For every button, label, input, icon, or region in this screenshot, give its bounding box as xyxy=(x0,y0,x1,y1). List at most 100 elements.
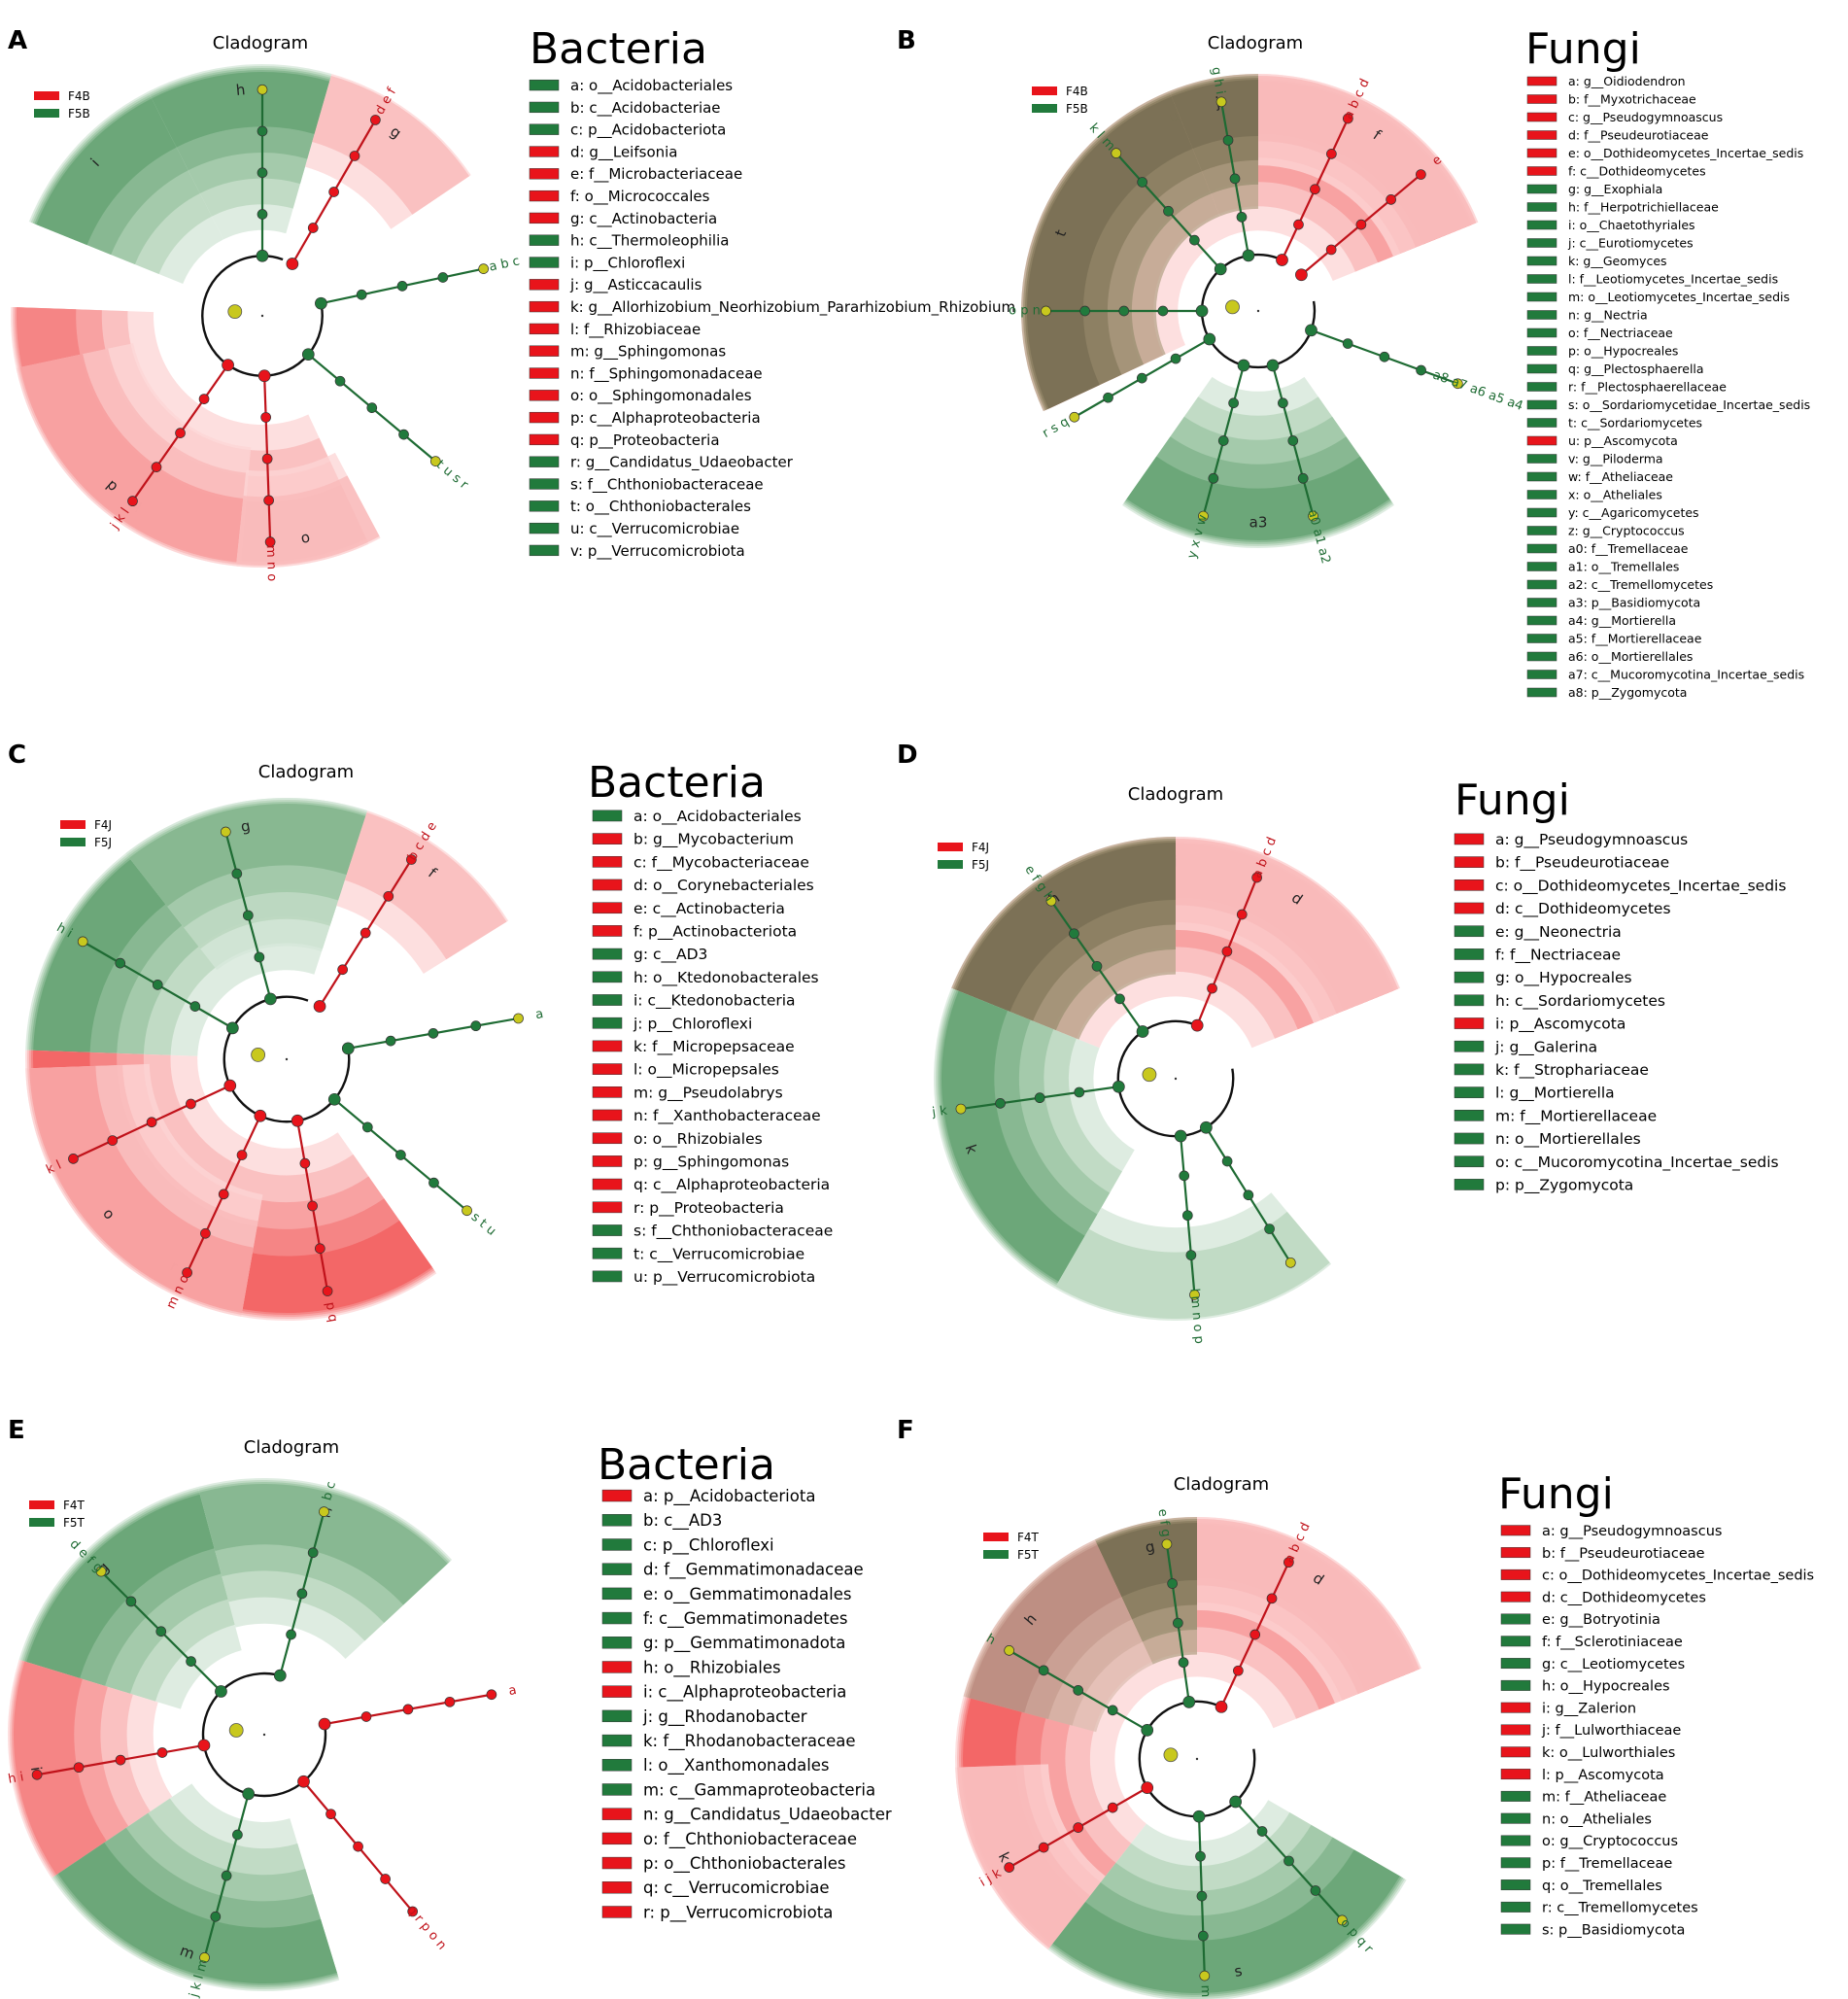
branch-node xyxy=(1386,193,1396,205)
legend-entry: f: c__Dothideomycetes xyxy=(1568,164,1706,179)
sector-label: s xyxy=(1233,1962,1244,1981)
branch-label: o p n xyxy=(1009,304,1041,319)
cladogram-title: Cladogram xyxy=(213,33,308,53)
legend-entry: i: o__Chaetothyriales xyxy=(1568,218,1695,232)
legend-entry: f: f__Nectriaceae xyxy=(1495,947,1621,965)
root-arc xyxy=(1200,253,1317,369)
branch-node xyxy=(395,1150,406,1160)
legend-swatch xyxy=(592,1132,623,1145)
root-arc xyxy=(1138,1700,1256,1818)
legend-swatch xyxy=(1526,562,1557,571)
legend-swatch xyxy=(601,1587,633,1601)
legend-entry: g: c__Leotiomycetes xyxy=(1542,1657,1685,1672)
legend-swatch xyxy=(601,1563,633,1575)
branch-node xyxy=(182,1267,192,1278)
branch-node xyxy=(254,1109,267,1122)
branch-node xyxy=(222,359,234,371)
legend-swatch xyxy=(601,1637,633,1649)
legend-entry: m: g__Pseudolabrys xyxy=(633,1084,783,1102)
branch-node xyxy=(407,1906,419,1917)
branch-node xyxy=(77,936,88,948)
branch-label: r s q xyxy=(1041,415,1072,441)
legend-swatch xyxy=(1526,471,1557,482)
clade-sector xyxy=(19,354,247,564)
branch-node xyxy=(1161,1538,1173,1550)
branch-node xyxy=(1295,268,1308,282)
branch-node xyxy=(231,868,243,879)
legend-swatch xyxy=(592,1086,623,1098)
legend-entry: d: g__Leifsonia xyxy=(570,143,678,161)
sector-label: g xyxy=(1144,1537,1156,1557)
legend-swatch xyxy=(1500,1857,1531,1869)
legend-entry: q: c__Alphaproteobacteria xyxy=(633,1176,830,1194)
branch-node xyxy=(1278,397,1288,409)
legend-swatch xyxy=(601,1783,633,1796)
legend-entry: r: f__Plectosphaerellaceae xyxy=(1568,380,1727,395)
branch-node xyxy=(1074,1086,1085,1098)
legend-entry: j: g__Galerina xyxy=(1494,1038,1597,1056)
legend-entry: a: g__Pseudogymnoascus xyxy=(1495,831,1688,849)
legend-entry: f: o__Micrococcales xyxy=(570,188,710,206)
legend-entry: f: c__Gemmatimonadetes xyxy=(643,1609,847,1629)
branch-node xyxy=(1190,1018,1204,1032)
legend-swatch xyxy=(1500,1901,1531,1913)
clade-sector xyxy=(344,812,507,960)
legend-swatch xyxy=(529,544,560,557)
clade-sector xyxy=(969,1544,1122,1713)
root-arc xyxy=(201,1672,327,1798)
legend-entry: l: o__Xanthomonadales xyxy=(643,1756,830,1775)
legend-entry: h: f__Herpotrichiellaceae xyxy=(1568,200,1719,215)
kingdom-title: Fungi xyxy=(1498,1469,1614,1519)
panel-c: CCladogramF4JF5Jjgfroas t ub c d ep qm n… xyxy=(8,741,833,1324)
legend-swatch xyxy=(1526,238,1557,248)
legend-swatch xyxy=(1526,148,1557,158)
branch-node xyxy=(470,1020,482,1032)
legend-entry: a2: c__Tremellomycetes xyxy=(1568,577,1713,592)
legend-swatch xyxy=(1500,1636,1531,1647)
clade-sector xyxy=(36,98,177,246)
branch-node xyxy=(359,927,371,939)
legend-swatch xyxy=(1526,687,1557,698)
legend-swatch xyxy=(1500,1547,1531,1559)
group-label: F5B xyxy=(1066,102,1088,116)
group-swatch-f5j xyxy=(938,860,963,869)
legend-entry: c: o__Dothideomycetes_Incertae_sedis xyxy=(1542,1568,1814,1584)
legend-entry: r: g__Candidatus_Udaeobacter xyxy=(570,454,794,472)
legend-entry: e: f__Microbacteriaceae xyxy=(570,165,742,184)
branch-node xyxy=(1198,1930,1209,1942)
branch-node xyxy=(1189,234,1200,246)
branch-node xyxy=(1217,435,1229,446)
legend-entry: a: g__Pseudogymnoascus xyxy=(1542,1524,1722,1539)
legend-entry: l: o__Micropepsales xyxy=(633,1061,779,1080)
legend-swatch xyxy=(1500,1835,1531,1846)
branch-node xyxy=(385,1035,396,1047)
branch-node xyxy=(1297,472,1309,484)
legend-entry: q: g__Plectosphaerella xyxy=(1568,362,1704,376)
legend-entry: d: c__Dothideomycetes xyxy=(1495,900,1671,918)
branch-node xyxy=(125,1596,137,1607)
legend-entry: l: f__Leotiomycetes_Incertae_sedis xyxy=(1568,272,1778,287)
branch-node xyxy=(200,1227,211,1239)
group-label: F5J xyxy=(972,858,989,872)
legend-entry: d: o__Corynebacteriales xyxy=(633,877,814,895)
clade-sector xyxy=(941,990,1085,1282)
branch-node xyxy=(127,496,138,507)
legend-swatch xyxy=(601,1685,633,1698)
cladogram-title: Cladogram xyxy=(1128,784,1223,805)
legend-entry: k: g__Allorhizobium_Neorhizobium_Pararhi… xyxy=(570,298,1015,317)
legend-entry: i: g__Zalerion xyxy=(1542,1701,1636,1716)
legend-entry: o: g__Cryptococcus xyxy=(1542,1834,1678,1849)
branch-node xyxy=(260,412,271,423)
panel-letter: A xyxy=(8,26,27,55)
center-dot xyxy=(285,1057,289,1061)
branch-node xyxy=(1073,1822,1084,1833)
legend-swatch xyxy=(529,390,560,401)
legend-entry: h: o__Rhizobiales xyxy=(643,1658,781,1677)
branch-node xyxy=(360,1711,372,1722)
branch-node xyxy=(1310,1885,1321,1896)
clade-sector xyxy=(129,803,366,907)
branch-node xyxy=(286,1629,296,1640)
branch-node xyxy=(1283,1855,1294,1867)
branch-node xyxy=(1034,1092,1045,1104)
branch-node xyxy=(236,1150,248,1160)
